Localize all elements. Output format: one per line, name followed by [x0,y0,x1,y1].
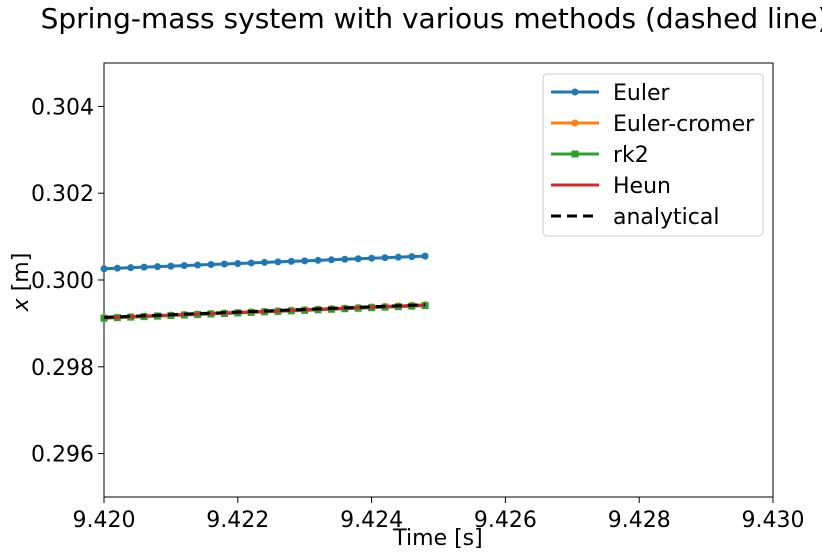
y-tick-label: 0.298 [31,356,94,381]
x-tick-label: 9.424 [340,508,403,533]
legend-label-heun: Heun [613,174,671,199]
chart-title: Spring-mass system with various methods … [41,2,822,35]
x-tick-label: 9.422 [206,508,269,533]
y-axis-label: x [m] [9,253,34,313]
y-axis-label-unit: [m] [9,253,34,299]
data-point-euler [341,255,349,263]
data-point-euler [140,263,148,271]
data-point-euler [234,259,242,267]
legend-marker-euler [571,88,579,96]
legend-marker-rk2 [571,150,579,158]
x-tick-label: 9.426 [474,508,537,533]
data-point-euler [100,265,108,273]
data-point-euler [314,256,322,264]
legend-label-euler: Euler [613,81,670,106]
x-tick-label: 9.420 [73,508,136,533]
series-line-analytical [103,303,426,319]
data-point-euler [368,254,376,262]
data-point-euler [421,252,429,260]
y-tick-label: 0.300 [31,269,94,294]
data-point-euler [381,254,389,262]
legend-items: Euler Euler-cromer rk2 Heun analytical [551,81,755,230]
y-axis-label-variable: x [9,297,34,312]
data-point-euler [287,257,295,265]
data-point-euler [180,262,188,270]
data-point-euler [127,264,135,272]
legend-label-euler-cromer: Euler-cromer [613,112,755,137]
x-tick-label: 9.428 [608,508,671,533]
legend: Euler Euler-cromer rk2 Heun analytical [542,73,764,237]
data-point-euler [207,261,215,269]
y-axis-ticks: 0.296 0.298 0.300 0.302 0.304 [31,95,104,468]
legend-box [542,73,764,237]
series-layer [100,252,429,322]
data-point-euler [167,262,175,270]
data-point-euler [327,256,335,264]
data-point-euler [247,259,255,267]
y-tick-label: 0.302 [31,182,94,207]
legend-marker-euler-cromer [571,119,579,127]
x-axis-label: Time [s] [392,526,482,551]
y-tick-label: 0.304 [31,95,94,120]
data-point-euler [154,263,162,271]
data-point-euler [354,255,362,263]
y-tick-label: 0.296 [31,443,94,468]
data-point-euler [261,258,269,266]
data-point-euler [408,253,416,261]
data-point-rk2 [100,314,108,322]
data-point-euler [394,253,402,261]
legend-label-analytical: analytical [613,205,719,230]
x-axis-ticks: 9.420 9.422 9.424 9.426 9.428 9.430 [73,497,805,533]
data-point-euler [274,258,282,266]
legend-label-rk2: rk2 [613,143,649,168]
data-point-euler [194,261,202,269]
x-tick-label: 9.430 [742,508,805,533]
data-point-euler [301,257,309,265]
data-point-euler [220,260,228,268]
data-point-euler [113,264,121,272]
